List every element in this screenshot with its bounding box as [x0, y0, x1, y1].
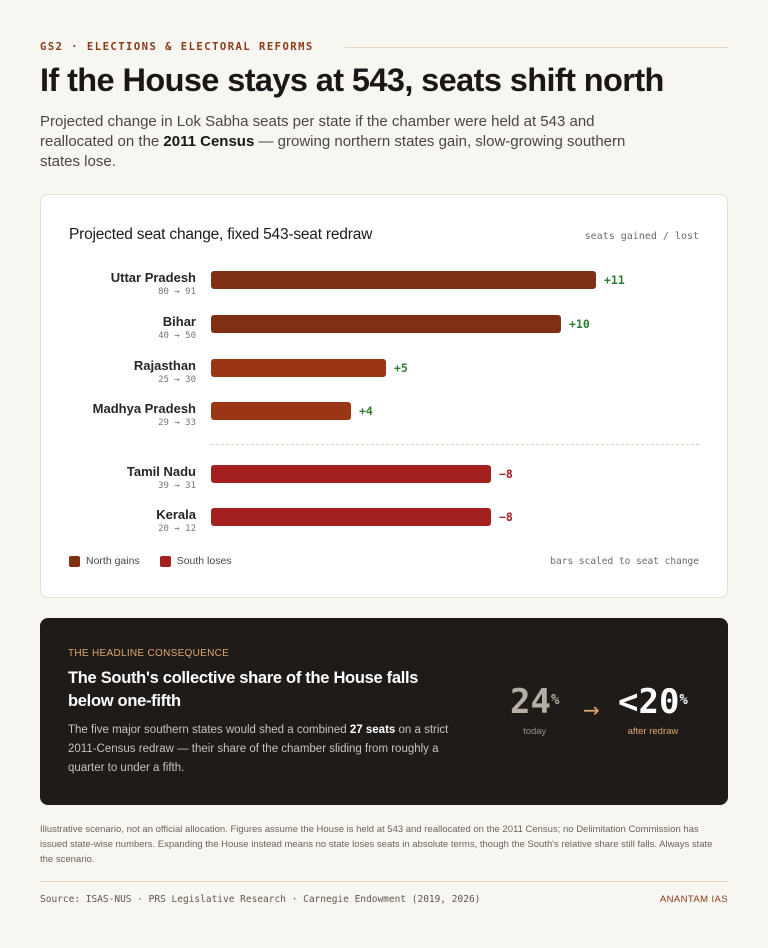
- stat-today-number: 24: [510, 682, 551, 722]
- stat-today-value: 24%: [510, 684, 559, 720]
- row-label: Uttar Pradesh 80 → 91: [111, 270, 196, 299]
- consequence-body-emphasis: 27 seats: [349, 724, 396, 736]
- page-subtitle: Projected change in Lok Sabha seats per …: [40, 112, 660, 172]
- footer-divider: [40, 881, 728, 882]
- dek-emphasis: 2011 Census: [163, 133, 255, 150]
- seat-transition: 80 → 91: [158, 287, 196, 297]
- stat-after-label: after redraw: [627, 726, 679, 737]
- stat-after-unit: %: [679, 692, 688, 708]
- bar: [211, 315, 561, 333]
- legend-swatch-north: [69, 555, 80, 567]
- page-title: If the House stays at 543, seats shift n…: [40, 62, 664, 98]
- seat-transition: 25 → 30: [158, 375, 196, 385]
- chart-card: Projected seat change, fixed 543-seat re…: [40, 194, 728, 598]
- consequence-panel: THE HEADLINE CONSEQUENCE The South's col…: [40, 618, 728, 805]
- legend-label-north: North gains: [86, 555, 140, 567]
- bar-value-label: +4: [359, 404, 373, 418]
- section-eyebrow: GS2 · ELECTIONS & ELECTORAL REFORMS: [40, 41, 314, 53]
- eyebrow-divider: [345, 47, 728, 48]
- bar-value-label: +10: [569, 317, 590, 331]
- seat-transition: 29 → 33: [158, 418, 196, 428]
- legend-label-south: South loses: [176, 555, 232, 567]
- bar: [211, 508, 491, 526]
- stat-today: 24% today: [510, 684, 559, 737]
- stat-after-number: <20: [618, 682, 680, 722]
- stat-after: <20% after redraw: [618, 684, 688, 737]
- seat-transition: 40 → 50: [158, 331, 196, 341]
- bar-value-label: −8: [499, 467, 513, 481]
- north-south-separator: [211, 444, 699, 445]
- eyebrow-row: GS2 · ELECTIONS & ELECTORAL REFORMS: [40, 41, 728, 53]
- row-label: Kerala 20 → 12: [156, 507, 196, 536]
- brand-logo-text: ANANTAM IAS: [659, 894, 728, 905]
- consequence-body-end: on a strict 2011-Census redraw — their s…: [68, 724, 449, 774]
- stat-today-label: today: [523, 726, 547, 737]
- seat-transition: 39 → 31: [158, 481, 196, 491]
- state-name: Rajasthan: [133, 358, 196, 373]
- legend-item-north: North gains: [69, 555, 140, 567]
- state-name: Uttar Pradesh: [110, 270, 196, 285]
- consequence-body: The five major southern states would she…: [68, 721, 453, 778]
- state-name: Kerala: [156, 507, 196, 522]
- seat-transition: 20 → 12: [158, 524, 196, 534]
- fine-print: Illustrative scenario, not an official a…: [40, 824, 713, 865]
- state-name: Madhya Pradesh: [92, 401, 196, 416]
- stat-today-unit: %: [550, 692, 560, 708]
- consequence-eyebrow: THE HEADLINE CONSEQUENCE: [68, 648, 230, 659]
- bar: [211, 465, 491, 483]
- bar-value-label: −8: [499, 510, 513, 524]
- bar-value-label: +5: [394, 361, 408, 375]
- bar: [211, 402, 351, 420]
- chart-legend: North gains South loses: [69, 555, 252, 567]
- dek-text-start: Projected change in Lok Sabha seats per …: [40, 113, 595, 150]
- consequence-title: The South's collective share of the Hous…: [68, 669, 419, 710]
- state-name: Bihar: [162, 314, 196, 329]
- legend-swatch-south: [159, 555, 171, 567]
- chart-title: Projected seat change, fixed 543-seat re…: [69, 226, 373, 243]
- stat-after-value: <20%: [618, 684, 688, 720]
- source-line: Source: ISAS-NUS · PRS Legislative Resea…: [40, 894, 481, 905]
- row-label: Rajasthan 25 → 30: [134, 358, 196, 387]
- row-label: Tamil Nadu 39 → 31: [127, 464, 196, 493]
- consequence-body-start: The five major southern states would she…: [68, 724, 350, 736]
- chart-scale-note: bars scaled to seat change: [550, 556, 699, 567]
- bar: [211, 271, 596, 289]
- bar-value-label: +11: [604, 273, 625, 287]
- legend-item-south: South loses: [159, 555, 232, 567]
- row-label: Madhya Pradesh 29 → 33: [93, 401, 196, 430]
- arrow-right-icon: →: [583, 698, 600, 722]
- row-label: Bihar 40 → 50: [158, 314, 196, 343]
- bar: [211, 359, 386, 377]
- chart-unit-note: seats gained / lost: [584, 231, 699, 242]
- dek-text-end: — growing northern states gain, slow-gro…: [40, 133, 626, 170]
- state-name: Tamil Nadu: [126, 464, 196, 479]
